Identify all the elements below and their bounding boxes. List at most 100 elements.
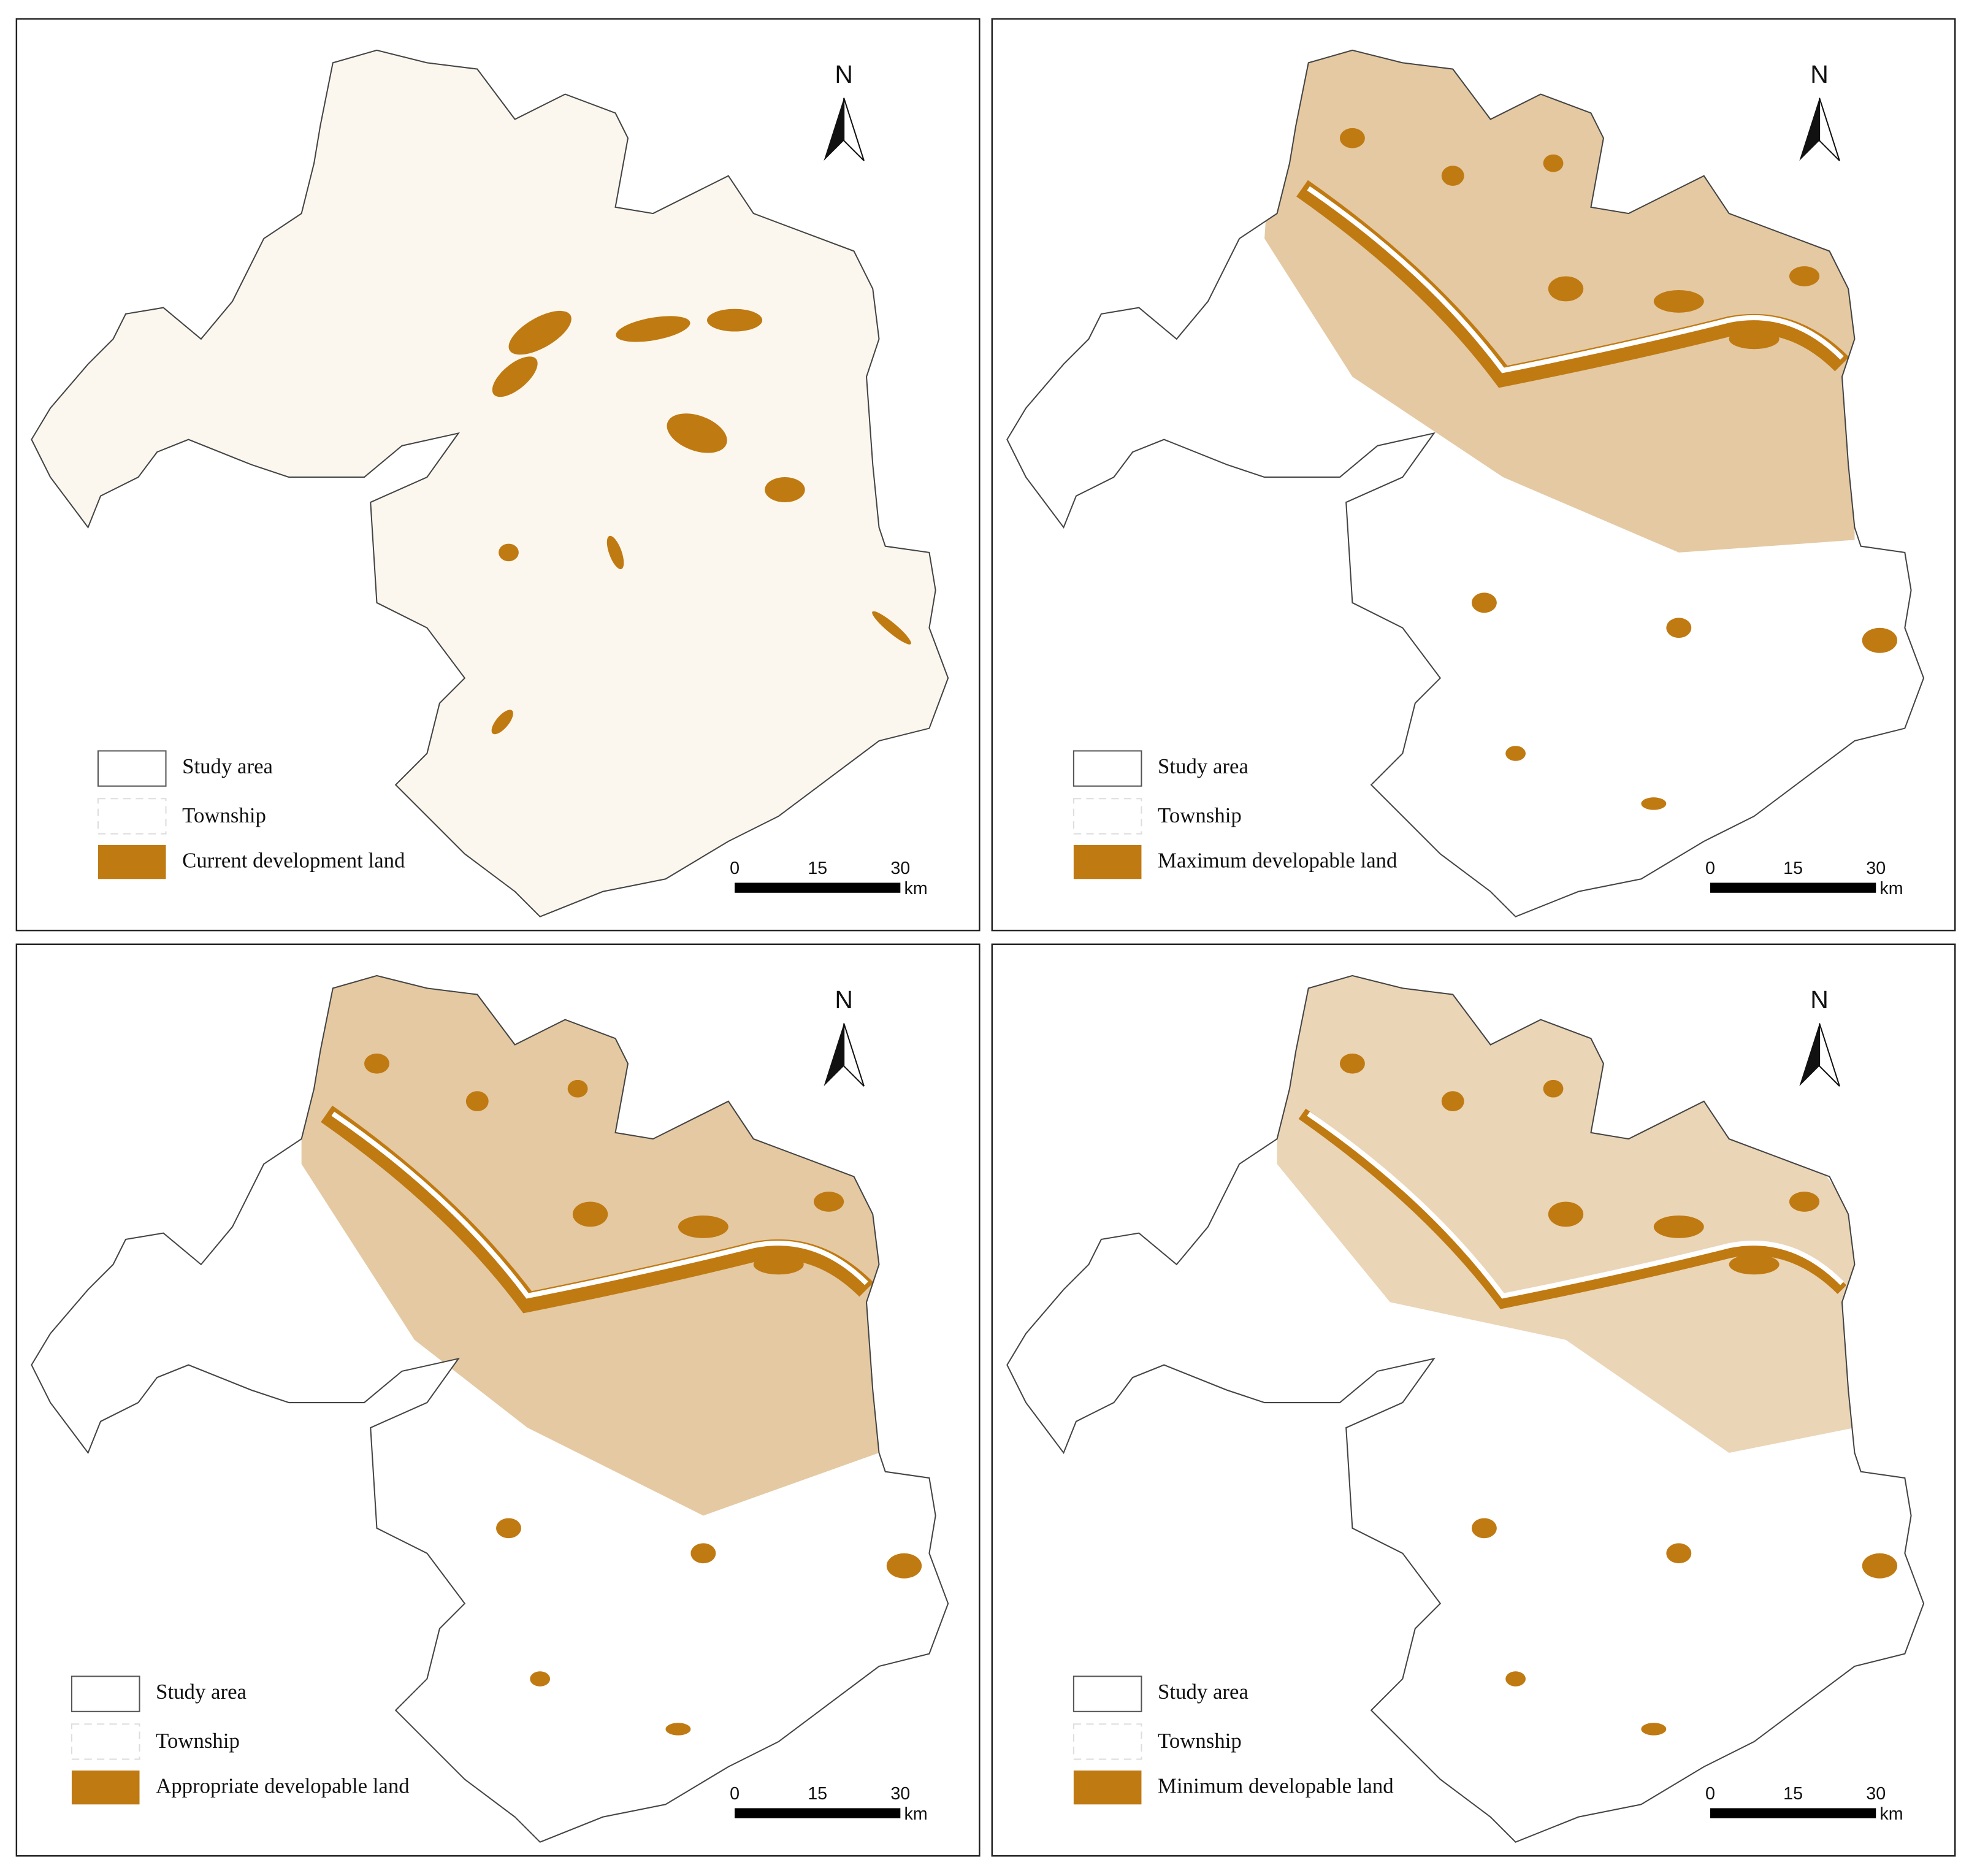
north-arrow-right [1819, 1023, 1840, 1087]
map-panel: N Study area Township Appropriate developab… [15, 943, 981, 1857]
developable-patch [567, 1079, 588, 1098]
legend-swatch-township [71, 1723, 140, 1760]
developable-patch [1543, 154, 1564, 172]
land-layer [491, 308, 911, 735]
development-patch [499, 543, 519, 562]
north-arrow-left [1799, 98, 1820, 161]
development-patch [872, 611, 911, 645]
scale-label: 15 [1783, 1784, 1803, 1804]
scale-label: 30 [890, 859, 910, 878]
development-patch [616, 316, 690, 342]
development-patch [492, 356, 538, 397]
developable-patch [530, 1671, 551, 1686]
developable-patch [690, 1543, 716, 1564]
river [1307, 1111, 1844, 1299]
developable-patch [1862, 627, 1898, 653]
developable-patch [1729, 1254, 1780, 1275]
scale-label: 15 [808, 1784, 827, 1804]
developable-patch [572, 1201, 608, 1227]
developable-patch [753, 1254, 804, 1275]
development-patch [606, 535, 624, 570]
developable-patch [814, 1192, 844, 1212]
north-label: N [835, 986, 853, 1014]
developable-patch [1653, 1216, 1704, 1238]
legend-label: Study area [1158, 1680, 1248, 1704]
developable-patch [1641, 797, 1667, 810]
developable-patch [678, 1216, 728, 1238]
developable-patch [1666, 1543, 1692, 1564]
legend-swatch-land [97, 844, 166, 879]
scale-unit: km [1879, 1804, 1903, 1824]
legend-swatch-land [71, 1771, 140, 1805]
legend-swatch-land [1073, 1771, 1142, 1805]
developable-patch [665, 1723, 691, 1736]
scale-unit: km [904, 1804, 927, 1824]
north-arrow-right [1819, 98, 1840, 161]
developable-patch [1862, 1553, 1898, 1579]
scale-label: 0 [1705, 859, 1715, 878]
scale-label: 0 [730, 859, 740, 878]
legend-swatch-study-area [1072, 750, 1142, 787]
developable-patch [1653, 289, 1704, 313]
river [331, 1111, 868, 1299]
legend-label: Minimum developable land [1158, 1774, 1394, 1798]
developable-patch [465, 1091, 489, 1112]
north-label: N [835, 60, 853, 88]
map-panel: N Study area Township Minimum developable l… [991, 943, 1956, 1857]
scale-label: 0 [730, 1784, 740, 1804]
legend-swatch-study-area [71, 1675, 140, 1712]
developable-patch [1548, 1201, 1584, 1227]
north-arrow-left [1799, 1023, 1820, 1087]
legend-label: Maximum developable land [1158, 849, 1397, 873]
river-corridor [1298, 1108, 1847, 1309]
development-patch [667, 413, 727, 453]
developable-patch [1641, 1723, 1667, 1736]
scale-unit: km [1879, 879, 1903, 898]
legend-label: Appropriate developable land [156, 1774, 410, 1798]
legend-label: Current development land [182, 849, 405, 873]
developable-patch [1543, 1079, 1564, 1098]
development-patch [508, 310, 572, 355]
developable-patch [1729, 329, 1780, 350]
north-arrow-right [843, 98, 865, 161]
developable-patch [1471, 592, 1497, 613]
developable-patch [1441, 166, 1464, 186]
legend-swatch-study-area [97, 750, 167, 787]
river [1307, 186, 1844, 373]
development-patch [765, 477, 805, 503]
scale-label: 30 [890, 1784, 910, 1804]
river-corridor [321, 1105, 874, 1314]
developable-patch [1339, 1053, 1365, 1074]
legend-label: Township [156, 1729, 240, 1753]
legend-label: Study area [182, 754, 273, 778]
north-label: N [1810, 986, 1829, 1014]
developable-patch [1548, 276, 1584, 302]
scale-label: 30 [1866, 1784, 1886, 1804]
scale-bar [1710, 882, 1876, 893]
developable-patch [1666, 618, 1692, 638]
scale-label: 0 [1705, 1784, 1715, 1804]
development-patch [491, 710, 513, 735]
legend-label: Township [182, 803, 266, 827]
developable-patch [1441, 1091, 1464, 1112]
developable-patch [364, 1053, 389, 1074]
scale-label: 15 [808, 859, 827, 878]
developable-patch [496, 1518, 521, 1539]
legend-label: Study area [1158, 754, 1248, 778]
legend-swatch-township [1072, 1723, 1142, 1760]
river-corridor [1296, 180, 1849, 388]
map-panel: N Study area Township Maximum developable l… [991, 18, 1956, 932]
legend-swatch-township [97, 798, 167, 835]
scale-bar [735, 1808, 901, 1818]
developable-patch [886, 1553, 922, 1579]
scale-bar [1710, 1808, 1876, 1818]
legend-swatch-township [1072, 798, 1142, 835]
legend-swatch-land [1073, 844, 1142, 879]
legend-label: Study area [156, 1680, 247, 1704]
developable-patch [1789, 1192, 1820, 1212]
legend-swatch-study-area [1072, 1675, 1142, 1712]
developable-patch [1339, 128, 1365, 148]
scale-label: 15 [1783, 859, 1803, 878]
north-label: N [1810, 60, 1829, 88]
